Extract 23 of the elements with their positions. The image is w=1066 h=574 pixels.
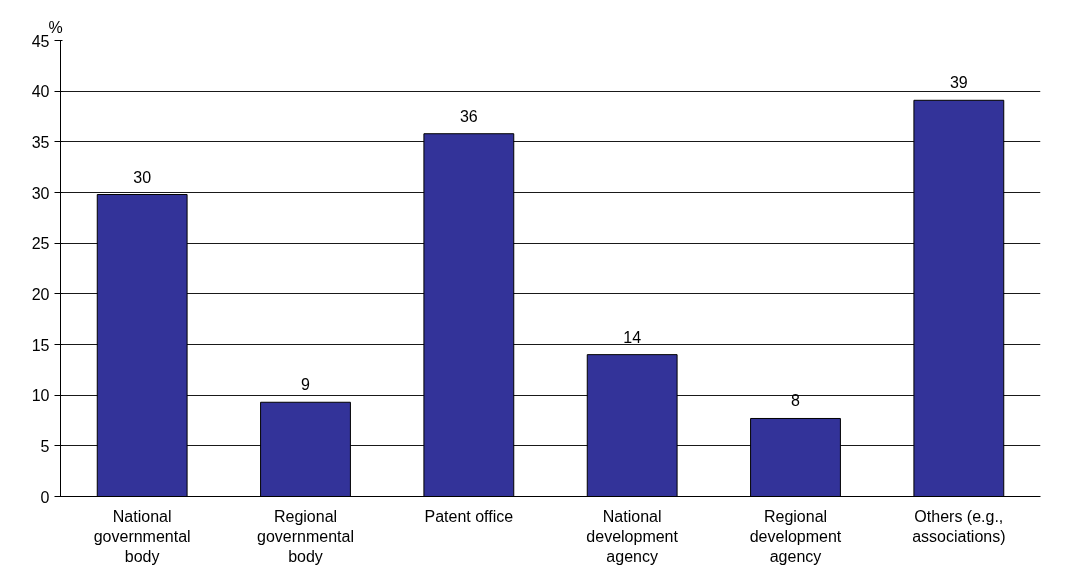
data-label: 8 [791,392,801,410]
data-label: 9 [301,376,311,394]
y-tick-label: 40 [31,83,50,101]
y-tick-label: 20 [31,285,50,303]
y-tick-label: 15 [31,336,50,354]
y-tick-label: 0 [40,488,50,506]
x-tick-label: Regional governmental body [257,507,354,566]
data-label: 39 [949,74,968,92]
y-axis-title: % [48,18,63,36]
x-tick-label: National governmental body [93,507,191,566]
data-label: 36 [459,107,478,125]
x-tick-label: Regional development agency [749,507,842,566]
y-tick-label: 35 [31,133,50,151]
x-tick-label: Others (e.g., associations) [912,507,1006,545]
y-tick-label: 45 [31,32,50,50]
data-label: 30 [133,168,152,186]
y-tick-label: 10 [31,387,50,405]
x-tick-label: National development agency [586,507,679,566]
y-tick-label: 5 [40,437,50,455]
y-tick-label: 30 [31,184,50,202]
data-label: 14 [623,328,642,346]
x-tick-label: Patent office [424,507,514,525]
y-tick-label: 25 [31,235,50,253]
